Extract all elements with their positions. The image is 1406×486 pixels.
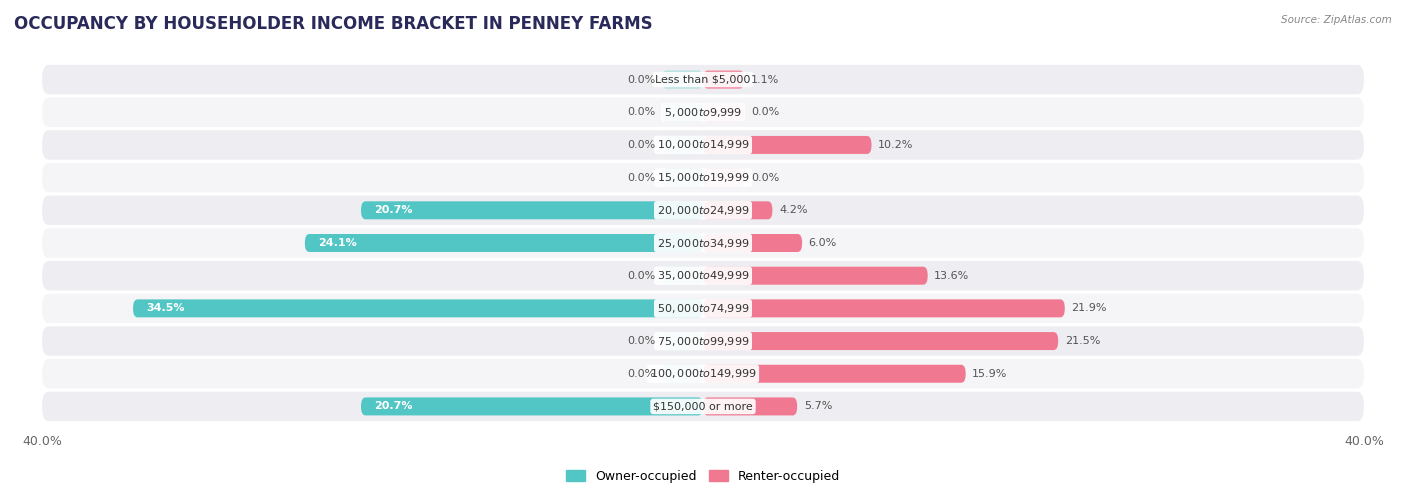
FancyBboxPatch shape [703,365,966,383]
FancyBboxPatch shape [703,103,744,121]
Text: Less than $5,000: Less than $5,000 [655,74,751,85]
FancyBboxPatch shape [662,267,703,285]
Text: 6.0%: 6.0% [808,238,837,248]
Text: 0.0%: 0.0% [751,107,779,117]
Text: 5.7%: 5.7% [804,401,832,412]
Text: $150,000 or more: $150,000 or more [654,401,752,412]
FancyBboxPatch shape [42,98,1364,127]
Text: $5,000 to $9,999: $5,000 to $9,999 [664,106,742,119]
Text: 0.0%: 0.0% [627,140,655,150]
FancyBboxPatch shape [42,294,1364,323]
Text: Source: ZipAtlas.com: Source: ZipAtlas.com [1281,15,1392,25]
Text: $50,000 to $74,999: $50,000 to $74,999 [657,302,749,315]
FancyBboxPatch shape [662,136,703,154]
FancyBboxPatch shape [703,332,1059,350]
Text: $10,000 to $14,999: $10,000 to $14,999 [657,139,749,152]
Text: 4.2%: 4.2% [779,205,807,215]
Text: $15,000 to $19,999: $15,000 to $19,999 [657,171,749,184]
FancyBboxPatch shape [42,65,1364,94]
FancyBboxPatch shape [703,136,872,154]
FancyBboxPatch shape [703,234,801,252]
Text: $35,000 to $49,999: $35,000 to $49,999 [657,269,749,282]
Text: 0.0%: 0.0% [627,173,655,183]
Text: 20.7%: 20.7% [374,401,413,412]
Text: 34.5%: 34.5% [146,303,184,313]
FancyBboxPatch shape [703,299,1064,317]
FancyBboxPatch shape [703,169,744,187]
FancyBboxPatch shape [662,332,703,350]
FancyBboxPatch shape [134,299,703,317]
Text: $100,000 to $149,999: $100,000 to $149,999 [650,367,756,380]
FancyBboxPatch shape [361,398,703,416]
Text: 15.9%: 15.9% [973,369,1008,379]
Text: OCCUPANCY BY HOUSEHOLDER INCOME BRACKET IN PENNEY FARMS: OCCUPANCY BY HOUSEHOLDER INCOME BRACKET … [14,15,652,33]
FancyBboxPatch shape [662,169,703,187]
Text: 0.0%: 0.0% [751,173,779,183]
FancyBboxPatch shape [42,163,1364,192]
Text: 21.5%: 21.5% [1064,336,1099,346]
FancyBboxPatch shape [42,130,1364,159]
Text: 0.0%: 0.0% [627,107,655,117]
Text: $25,000 to $34,999: $25,000 to $34,999 [657,237,749,249]
FancyBboxPatch shape [703,398,797,416]
FancyBboxPatch shape [703,70,744,88]
FancyBboxPatch shape [42,327,1364,356]
Text: 0.0%: 0.0% [627,369,655,379]
FancyBboxPatch shape [42,261,1364,291]
Text: 1.1%: 1.1% [751,74,779,85]
Text: 0.0%: 0.0% [627,74,655,85]
FancyBboxPatch shape [42,359,1364,388]
Text: 0.0%: 0.0% [627,336,655,346]
Text: $75,000 to $99,999: $75,000 to $99,999 [657,334,749,347]
Text: 10.2%: 10.2% [879,140,914,150]
Text: 0.0%: 0.0% [627,271,655,281]
FancyBboxPatch shape [42,392,1364,421]
Legend: Owner-occupied, Renter-occupied: Owner-occupied, Renter-occupied [561,465,845,486]
Text: $20,000 to $24,999: $20,000 to $24,999 [657,204,749,217]
FancyBboxPatch shape [662,103,703,121]
Text: 24.1%: 24.1% [318,238,357,248]
FancyBboxPatch shape [703,267,928,285]
FancyBboxPatch shape [361,201,703,219]
Text: 20.7%: 20.7% [374,205,413,215]
FancyBboxPatch shape [703,201,772,219]
FancyBboxPatch shape [662,70,703,88]
FancyBboxPatch shape [662,365,703,383]
Text: 13.6%: 13.6% [934,271,970,281]
Text: 21.9%: 21.9% [1071,303,1107,313]
FancyBboxPatch shape [305,234,703,252]
FancyBboxPatch shape [42,195,1364,225]
FancyBboxPatch shape [42,228,1364,258]
